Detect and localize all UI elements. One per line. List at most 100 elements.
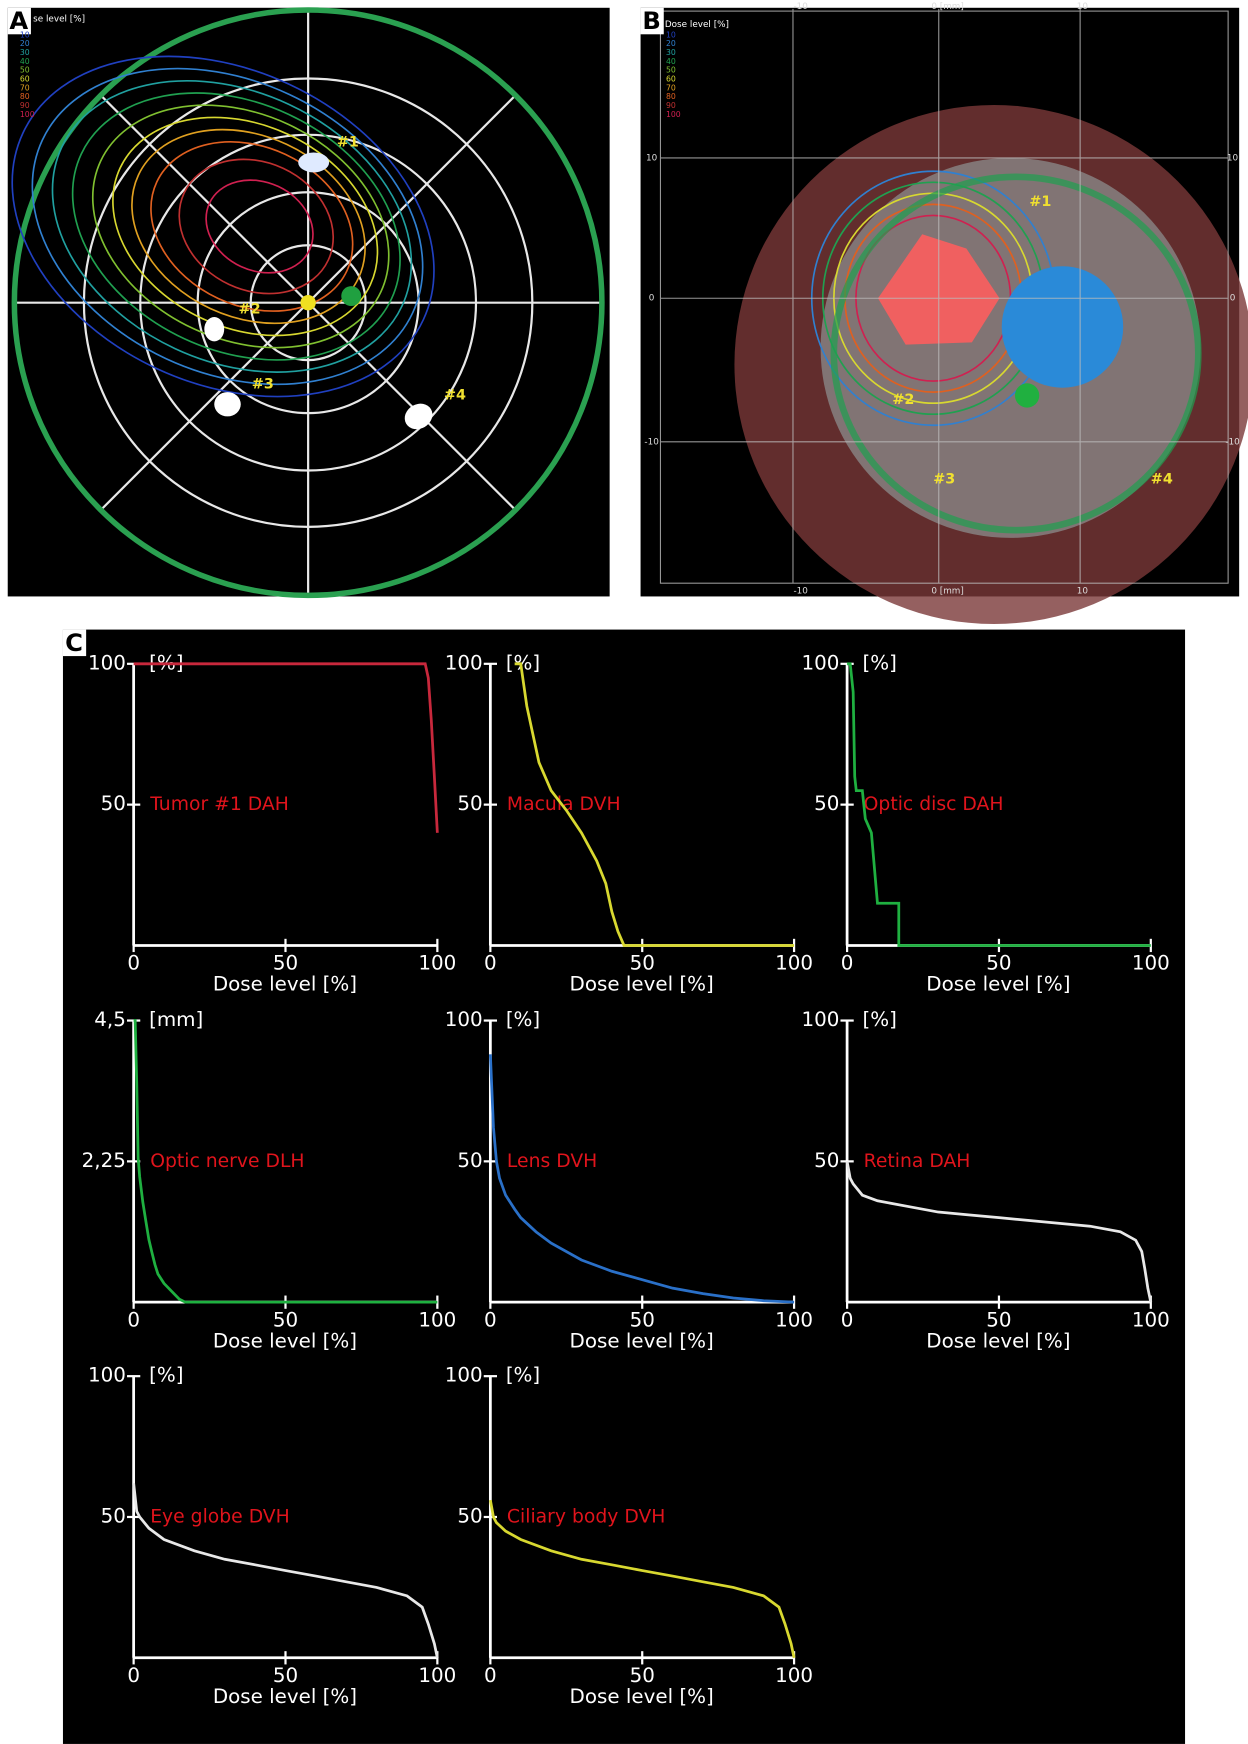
dvh-line (845, 1161, 1153, 1303)
legend-entry: 80 (20, 92, 30, 101)
marker-label: #4 (1151, 471, 1173, 487)
y-tick-label: 50 (101, 792, 126, 815)
panel-label-bg (640, 7, 664, 35)
y-unit: [%] (863, 1008, 897, 1031)
isodose-contours (11, 55, 435, 398)
legend-entry: 60 (20, 75, 30, 84)
axis-label: 10 (646, 153, 658, 163)
optic-disc (1014, 383, 1040, 408)
axis-label: 0 (649, 294, 655, 304)
axis-label: 0 [mm] (931, 2, 964, 12)
y-unit: [mm] (149, 1008, 203, 1031)
chart-title: Tumor #1 DAH (149, 794, 289, 815)
panel-c-bg (62, 629, 1186, 1744)
legend-entry: 50 (20, 66, 30, 75)
x-tick-label: 100 (418, 1308, 456, 1331)
legend-entry: 10 (20, 30, 30, 39)
x-axis-label: Dose level [%] (570, 1685, 714, 1708)
x-tick-label: 50 (630, 1664, 655, 1687)
y-tick-label: 50 (814, 1149, 839, 1172)
dvh-line (489, 1499, 796, 1659)
y-tick-label: 100 (88, 1364, 126, 1387)
legend-entry: 50 (666, 66, 676, 75)
y-tick-label: 50 (101, 1504, 126, 1527)
x-tick-label: 50 (273, 1664, 298, 1687)
chart-title: Macula DVH (507, 794, 621, 815)
y-tick-label: 4,5 (94, 1008, 126, 1031)
panel-label-bg (62, 629, 87, 657)
x-axis-label: Dose level [%] (570, 1329, 714, 1352)
axis-label: -10 (1225, 437, 1240, 447)
x-tick-label: 50 (630, 1308, 655, 1331)
chart-title: Optic disc DAH (864, 794, 1004, 815)
y-tick-label: 100 (445, 651, 483, 674)
x-tick-label: 100 (775, 1664, 813, 1687)
marker-label: #1 (337, 135, 359, 151)
legend-title: Dose level [%] (665, 20, 729, 30)
legend-title: se level [%] (33, 14, 85, 24)
marker-label: #3 (252, 376, 274, 392)
x-tick-label: 100 (418, 952, 456, 975)
x-axis-label: Dose level [%] (213, 1329, 357, 1352)
legend-entry: 100 (20, 110, 35, 119)
panel-label: A (9, 6, 28, 35)
y-tick-label: 50 (457, 1504, 482, 1527)
axis-label: -10 (793, 2, 808, 12)
x-tick-label: 0 (841, 1308, 854, 1331)
axis-label: 0 (1230, 294, 1236, 304)
x-tick-label: 50 (986, 952, 1011, 975)
legend-entry: 60 (666, 75, 676, 84)
x-tick-label: 0 (127, 1664, 140, 1687)
axis-label: 10 (1227, 153, 1239, 163)
y-tick-label: 100 (88, 651, 126, 674)
y-unit: [%] (863, 651, 897, 674)
legend-entry: 100 (666, 110, 681, 119)
dvh-line (132, 1483, 439, 1659)
legend-entry: 70 (20, 83, 30, 92)
legend-entry: 30 (666, 48, 676, 57)
dvh-line (133, 1019, 438, 1304)
x-tick-label: 0 (484, 1308, 497, 1331)
y-unit: [%] (506, 651, 540, 674)
y-tick-label: 50 (457, 792, 482, 815)
legend-entry: 90 (666, 101, 676, 110)
x-tick-label: 50 (273, 1308, 298, 1331)
dvh-line (133, 662, 439, 833)
marker-label: #3 (933, 471, 955, 487)
y-tick-label: 100 (445, 1008, 483, 1031)
panel-label: B (642, 6, 661, 35)
panel-label-bg (7, 7, 31, 35)
marker-label: #4 (444, 387, 466, 403)
dvh-line (488, 1054, 795, 1304)
legend-entry: 20 (666, 39, 676, 48)
x-axis-label: Dose level [%] (213, 973, 357, 996)
chart-title: Optic nerve DLH (150, 1151, 304, 1172)
x-tick-label: 50 (630, 952, 655, 975)
lens (1001, 266, 1124, 388)
chart-title: Lens DVH (507, 1151, 597, 1172)
x-tick-label: 0 (841, 952, 854, 975)
y-tick-label: 100 (801, 1008, 839, 1031)
chart-title: Ciliary body DVH (507, 1506, 665, 1527)
axis-label: -10 (644, 437, 659, 447)
legend-entry: 40 (20, 57, 30, 66)
x-tick-label: 50 (986, 1308, 1011, 1331)
legend-entry: 30 (20, 48, 30, 57)
y-unit: [%] (506, 1008, 540, 1031)
x-axis-label: Dose level [%] (926, 973, 1070, 996)
marker-label: #2 (892, 392, 914, 408)
legend-entry: 90 (20, 101, 30, 110)
x-tick-label: 100 (775, 952, 813, 975)
y-tick-label: 2,25 (82, 1149, 126, 1172)
x-axis-label: Dose level [%] (213, 1685, 357, 1708)
axis-label: -10 (793, 586, 808, 596)
y-tick-label: 100 (801, 651, 839, 674)
x-tick-label: 0 (127, 1308, 140, 1331)
chart-title: Retina DAH (864, 1151, 971, 1172)
legend-entry: 80 (666, 92, 676, 101)
x-tick-label: 0 (484, 1664, 497, 1687)
dvh-line (514, 662, 795, 947)
x-tick-label: 0 (127, 952, 140, 975)
globe-outline (11, 7, 605, 599)
